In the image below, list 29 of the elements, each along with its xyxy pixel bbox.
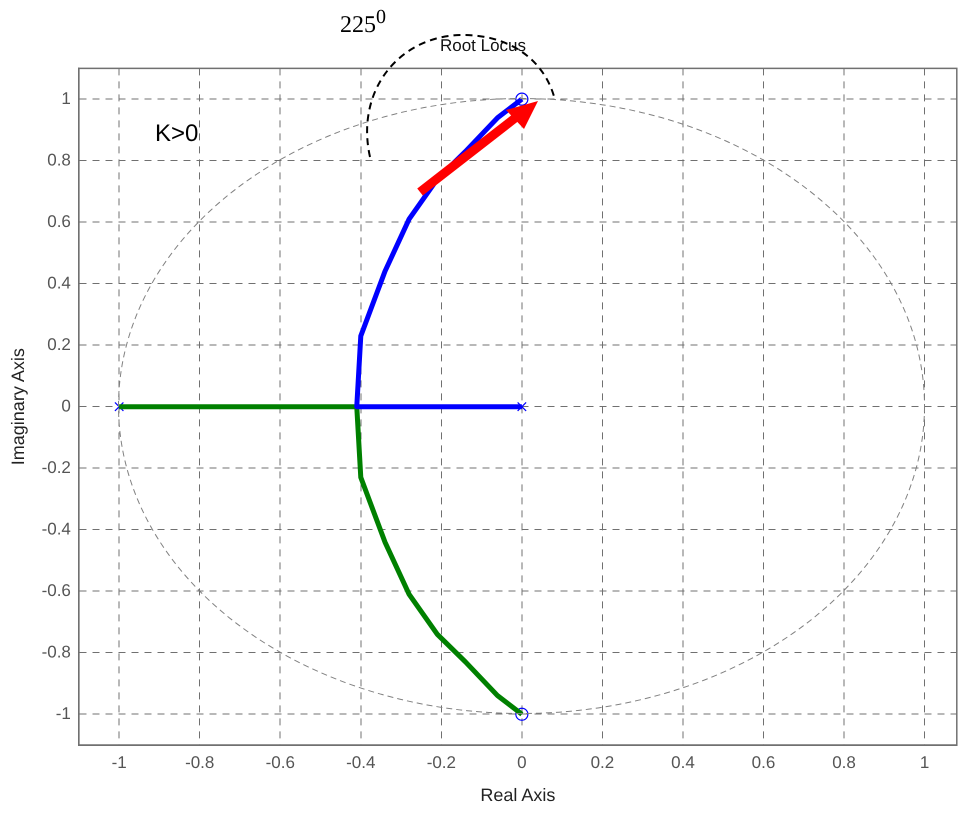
x-tick-label: 0.2 [590, 752, 614, 772]
point [517, 402, 527, 412]
y-tick-label: -0.2 [42, 458, 71, 477]
y-tick-label: -0.6 [42, 580, 71, 600]
y-tick-label: -1 [56, 704, 71, 723]
x-tick-label: 0 [517, 752, 527, 772]
x-tick-label: 0.8 [832, 752, 856, 772]
y-tick-label: 0.8 [47, 150, 71, 170]
point [114, 402, 124, 412]
x-tick-label: -0.8 [185, 752, 214, 772]
x-tick-label: -0.6 [266, 752, 295, 772]
annotation: K>0 [155, 120, 198, 148]
y-tick-label: 0.4 [47, 273, 71, 292]
x-tick-label: -0.4 [346, 752, 376, 772]
x-axis-title: Real Axis [480, 785, 556, 806]
y-tick-label: 0 [61, 396, 71, 416]
point [515, 708, 528, 721]
y-tick-label: 0.6 [47, 212, 71, 231]
x-tick-label: -0.2 [426, 752, 456, 772]
y-axis-title: Imaginary Axis [8, 348, 28, 466]
text: 225$^{0}$ [340, 6, 386, 39]
y-tick-label: -0.8 [42, 642, 71, 662]
x-tick-label: 0.4 [671, 752, 695, 772]
y-tick-label: 1 [61, 88, 71, 108]
y-tick-label: -0.4 [42, 519, 71, 538]
x-tick-label: -1 [112, 752, 127, 772]
x-tick-label: 1 [920, 752, 930, 772]
y-tick-label: 0.2 [47, 334, 71, 354]
x-tick-label: 0.6 [752, 752, 776, 772]
